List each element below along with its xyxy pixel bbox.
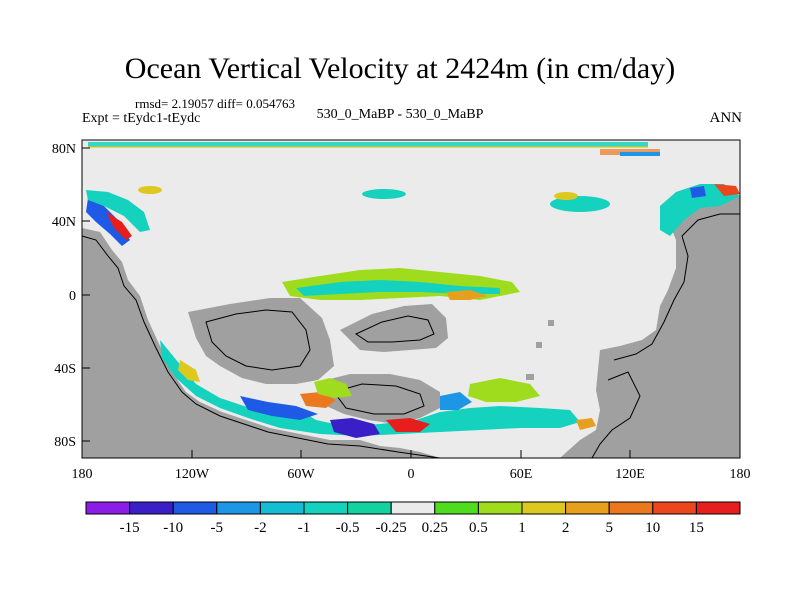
colorbar-swatch [390, 501, 436, 515]
patch-so-violet [330, 418, 380, 438]
colorbar-swatch [565, 501, 610, 515]
patch-so-blue [240, 396, 318, 420]
colorbar-swatch [521, 501, 567, 515]
lon-labels: 180 120W 60W 0 60E 120E 180 [72, 467, 751, 482]
colorbar-label: -1 [298, 520, 311, 536]
arctic-patch-blue [620, 152, 660, 156]
land-west [82, 228, 440, 458]
patch-na-cyan [362, 189, 406, 199]
colorbar-label: -0.5 [336, 520, 360, 536]
patch-so-red [386, 418, 430, 432]
colorbar-swatch [477, 501, 523, 515]
lon-label: 120W [175, 467, 210, 482]
colorbar-swatch [303, 501, 349, 515]
colorbar-swatch [216, 501, 261, 515]
lon-label: 180 [730, 467, 751, 482]
colorbar-label: 15 [689, 520, 704, 536]
colorbar-label: 5 [605, 520, 613, 536]
arctic-band [88, 142, 660, 156]
patch-so-east-yellow [576, 418, 596, 430]
coastline-south-center [333, 383, 425, 415]
land-east [560, 196, 740, 458]
colorbar-swatch [652, 501, 697, 515]
coastline-west [81, 235, 441, 459]
colorbar-label: 1 [518, 520, 526, 536]
patch-west-red [106, 212, 132, 240]
lat-label: 80N [52, 142, 76, 157]
patch-ne-yellow [554, 192, 578, 200]
coastline-central [354, 315, 435, 343]
island-c [526, 374, 534, 380]
patch-ne-cyan [550, 196, 610, 212]
colorbar-swatch [695, 501, 741, 515]
island-a [548, 320, 554, 326]
lon-label: 60E [510, 467, 533, 482]
plot-area [81, 139, 741, 459]
colorbar-label: 0.25 [422, 520, 448, 536]
lat-label: 40N [52, 215, 76, 230]
colorbar-labels: -15 -10 -5 -2 -1 -0.5 -0.25 0.25 0.5 1 2… [120, 520, 704, 536]
coastline-central-west [205, 309, 311, 371]
map-title: Ocean Vertical Velocity at 2424m (in cm/… [124, 52, 676, 85]
coastline-east [613, 213, 740, 361]
coastlines [81, 213, 740, 459]
lon-label: 120E [615, 467, 645, 482]
colorbar [85, 501, 741, 515]
patch-west-blue [86, 198, 130, 246]
experiment-label: Expt = tEydc1-tEydc [82, 111, 201, 126]
coastline-east-inner [591, 371, 641, 459]
colorbar-swatch [85, 501, 131, 515]
patch-east-red [714, 184, 740, 196]
rmsd-stats: rmsd= 2.19057 diff= 0.054763 [135, 96, 295, 111]
velocity-patches [86, 142, 740, 438]
colorbar-swatch [129, 501, 174, 515]
arctic-band-cyan [88, 142, 648, 147]
lat-label: 40S [54, 362, 76, 377]
patch-west-cyan [86, 190, 150, 232]
axis-ticks [81, 147, 741, 458]
colorbar-label: 0.5 [469, 520, 488, 536]
colorbar-label: -0.25 [376, 520, 407, 536]
colorbar-swatch [172, 501, 218, 515]
lat-label: 80S [54, 435, 76, 450]
lon-label: 0 [408, 467, 415, 482]
arctic-band-yellow [88, 146, 648, 148]
patch-eq-orange [446, 290, 488, 300]
lon-label: 180 [72, 467, 93, 482]
colorbar-swatch [259, 501, 305, 515]
patch-east-mixed [660, 184, 740, 236]
patch-so-green-sa [314, 378, 352, 398]
patch-east-blue [690, 186, 706, 198]
colorbar-label: 10 [645, 520, 660, 536]
patch-np-yellow [138, 186, 162, 194]
colorbar-label: -5 [211, 520, 224, 536]
colorbar-swatch [347, 501, 392, 515]
colorbar-swatch [608, 501, 654, 515]
colorbar-label: -15 [120, 520, 140, 536]
island-b [536, 342, 542, 348]
patch-so-east-blue [440, 392, 472, 410]
colorbar-label: 2 [562, 520, 570, 536]
period-label: ANN [709, 110, 743, 126]
lat-label: 0 [69, 289, 76, 304]
colorbar-label: -10 [163, 520, 183, 536]
colorbar-label: -2 [254, 520, 267, 536]
lon-label: 60W [287, 467, 315, 482]
case-label: 530_0_MaBP - 530_0_MaBP [316, 107, 484, 122]
patch-so-yellow [178, 360, 200, 382]
lat-labels: 80N 40N 0 40S 80S [52, 142, 76, 450]
colorbar-swatch [434, 501, 479, 515]
patch-so-green-east [468, 378, 540, 402]
